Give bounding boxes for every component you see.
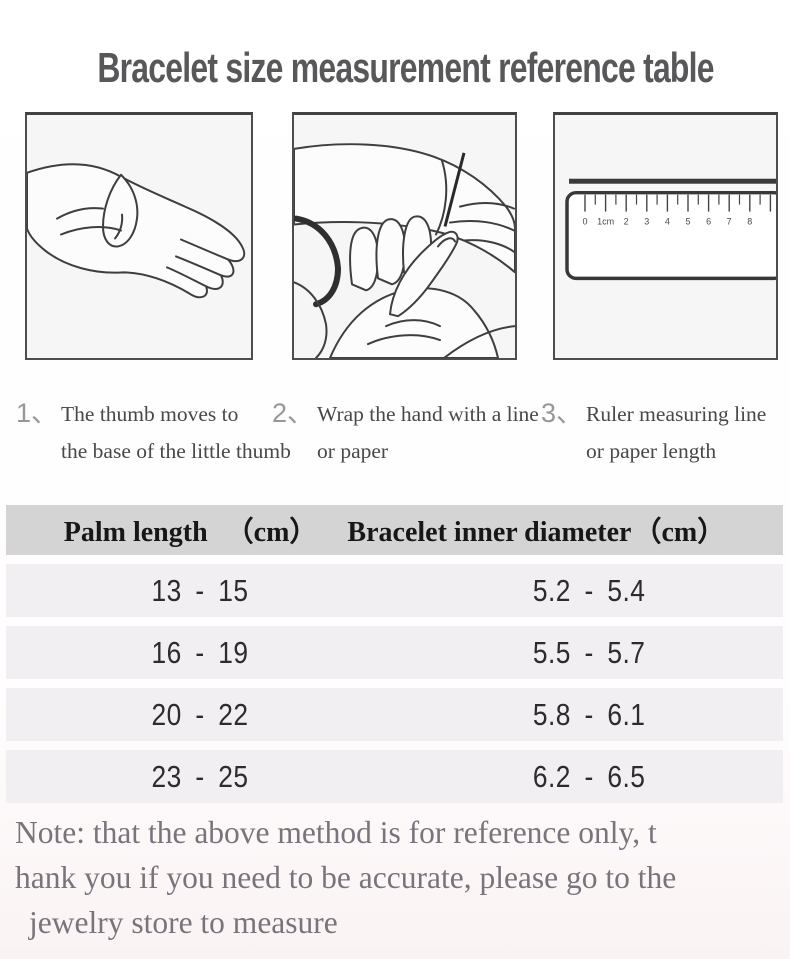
step2-number: 2、 [272,398,315,428]
illustration-box-step2 [292,112,517,360]
ruler-tick-label: 3 [644,217,649,227]
size-table-header: Palm length （cm） Bracelet inner diameter（… [6,505,783,555]
note-line1: Note: that the above method is for refer… [15,815,657,850]
header-inner-diameter-unit: （cm） [633,517,726,548]
palm-length-value: 20 - 22 [151,696,249,732]
page-title: Bracelet size measurement reference tabl… [97,44,714,91]
illustration-box-step3: 0 1cm 2 3 4 5 6 7 8 [553,112,778,360]
size-reference-table: Palm length （cm） Bracelet inner diameter（… [6,505,783,803]
ruler-tick-label: 2 [624,217,629,227]
palm-length-value: 23 - 25 [151,758,249,794]
step1-line1: The thumb moves to [61,402,239,426]
inner-diameter-value: 5.8 - 6.1 [532,696,645,732]
caption-step1: 1、 The thumb moves to the base of the li… [16,396,291,470]
ruler-illustration: 0 1cm 2 3 4 5 6 7 8 [565,178,776,281]
table-row: 23 - 25 6.2 - 6.5 [6,750,783,803]
ruler-cm-ticks [584,194,772,212]
table-row: 13 - 15 5.2 - 5.4 [6,564,783,617]
ruler-tick-label: 8 [747,217,752,227]
note-line3: jewelry store to measure [29,905,338,940]
step3-number: 3、 [541,398,584,428]
header-palm-length-unit: （cm） [225,517,318,548]
hand-thumb-folded-illustration [27,163,246,299]
inner-diameter-value: 6.2 - 6.5 [532,758,645,794]
step2-line2: or paper [317,439,389,463]
page-title-row: Bracelet size measurement reference tabl… [0,44,790,92]
table-row: 16 - 19 5.5 - 5.7 [6,626,783,679]
palm-length-value: 16 - 19 [151,634,249,670]
ruler-tick-labels: 0 1cm 2 3 4 5 6 7 8 [582,217,752,227]
wrap-hand-with-line-illustration [294,143,515,358]
ruler-tick-label: 4 [665,217,670,227]
step3-line1: Ruler measuring line [586,402,767,426]
ruler-tick-label: 1cm [597,217,614,227]
step3-line2: or paper length [586,439,717,463]
ruler-tick-label: 0 [582,217,587,227]
illustration-box-step1 [25,112,253,360]
caption-step3: 3、 Ruler measuring line or paper length [541,396,766,470]
measured-line [569,178,776,184]
inner-diameter-value: 5.2 - 5.4 [532,572,645,608]
ruler-tick-label: 7 [727,217,732,227]
step2-line1: Wrap the hand with a line [317,402,539,426]
caption-step2: 2、 Wrap the hand with a line or paper [272,396,539,470]
palm-length-value: 13 - 15 [151,572,249,608]
table-row: 20 - 22 5.8 - 6.1 [6,688,783,741]
ruler-body [565,190,776,281]
inner-diameter-value: 5.5 - 5.7 [532,634,645,670]
ruler-tick-label: 5 [685,217,690,227]
step1-number: 1、 [16,398,59,428]
instruction-illustrations: 0 1cm 2 3 4 5 6 7 8 [25,112,778,360]
step1-line2: the base of the little thumb [61,439,291,463]
header-palm-length: Palm length （cm） [64,510,318,550]
header-palm-length-label: Palm length [63,517,208,548]
note-line2: hank you if you need to be accurate, ple… [15,860,677,895]
header-inner-diameter-label: Bracelet inner diameter [347,517,632,548]
ruler-half-cm-ticks [594,194,761,205]
reference-note: Note: that the above method is for refer… [15,810,777,945]
ruler-tick-label: 6 [706,217,711,227]
header-inner-diameter: Bracelet inner diameter（cm） [347,510,725,550]
